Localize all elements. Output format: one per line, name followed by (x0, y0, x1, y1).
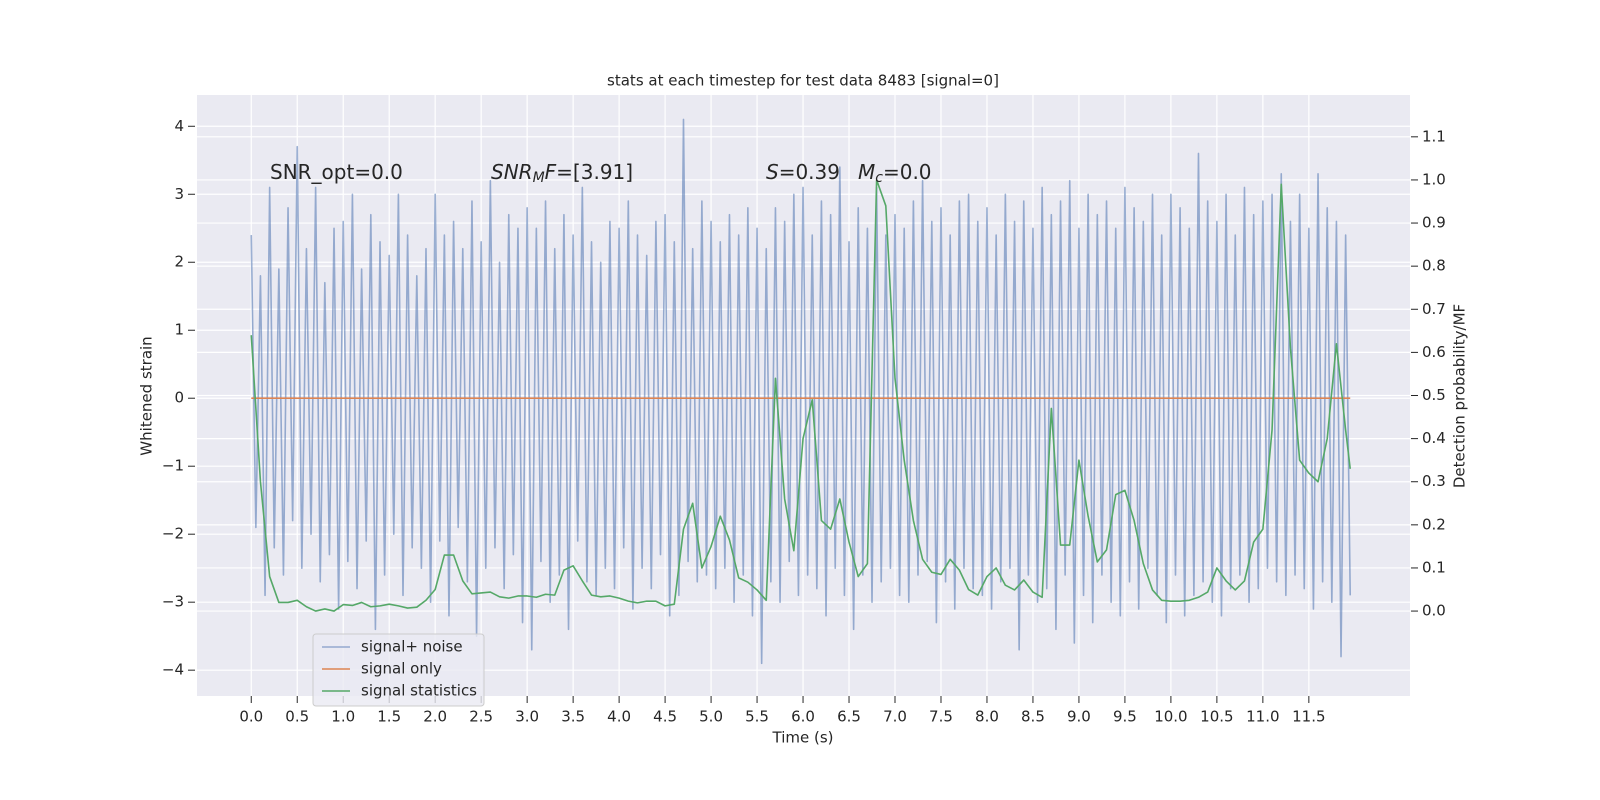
x-tick-label: 9.0 (1067, 708, 1091, 726)
x-axis-label: Time (s) (772, 729, 834, 747)
y2-tick-label: 1.0 (1422, 170, 1446, 188)
y2-tick-label: 0.8 (1422, 257, 1446, 275)
x-tick-label: 0.0 (239, 708, 263, 726)
annotation-part: SNR_opt=0.0 (270, 160, 403, 184)
y2-tick-label: 0.1 (1422, 558, 1446, 576)
x-tick-label: 1.5 (377, 708, 401, 726)
y2-tick-label: 1.1 (1422, 127, 1446, 145)
series-line (250, 179, 1352, 612)
x-tick-label: 8.0 (975, 708, 999, 726)
legend-label: signal statistics (361, 682, 477, 700)
chart-title: stats at each timestep for test data 848… (607, 72, 999, 90)
legend: signal+ noise signal only signal statistic… (312, 633, 485, 707)
x-tick-label: 4.0 (607, 708, 631, 726)
x-tick-label: 7.5 (929, 708, 953, 726)
x-tick-label: 9.5 (1113, 708, 1137, 726)
annotation-part: =0.39 (779, 160, 840, 184)
x-tick-label: 2.5 (469, 708, 493, 726)
series-line (250, 118, 1352, 665)
y2-tick-label: 0.9 (1422, 214, 1446, 232)
y-tick-label: 4 (174, 117, 184, 135)
x-tick-label: 10.0 (1154, 708, 1187, 726)
y2-tick-label: 0.5 (1422, 386, 1446, 404)
annotation: SNRMF=[3.91] (491, 160, 633, 187)
y2-tick-label: 0.4 (1422, 429, 1446, 447)
x-tick-label: 10.5 (1200, 708, 1233, 726)
annotation: S=0.39 (766, 160, 840, 184)
x-tick-label: 0.5 (285, 708, 309, 726)
annotation-part: SNR (491, 160, 533, 184)
annotation-part: S (766, 160, 779, 184)
y-tick-label: −4 (162, 661, 184, 679)
y-tick-label: 3 (174, 185, 184, 203)
x-tick-label: 4.5 (653, 708, 677, 726)
y-tick-label: 2 (174, 253, 184, 271)
legend-label: signal only (361, 660, 442, 678)
y-tick-label: 1 (174, 321, 184, 339)
legend-box (312, 633, 485, 707)
x-tick-label: 3.5 (561, 708, 585, 726)
y2-tick-label: 0.6 (1422, 343, 1446, 361)
y-axis-label: Whitened strain (138, 336, 156, 455)
y-tick-label: −3 (162, 593, 184, 611)
y2-tick-label: 0.7 (1422, 300, 1446, 318)
annotation-part: F (545, 160, 557, 184)
x-tick-label: 5.0 (699, 708, 723, 726)
annotation-part: =[3.91] (556, 160, 633, 184)
annotation-part: c (875, 170, 883, 186)
annotation-part: =0.0 (883, 160, 932, 184)
x-tick-label: 7.0 (883, 708, 907, 726)
annotation-part: M (533, 170, 545, 186)
y2-tick-label: 0.0 (1422, 602, 1446, 620)
x-tick-label: 2.0 (423, 708, 447, 726)
x-tick-label: 5.5 (745, 708, 769, 726)
y2-axis-label: Detection probability/MF (1451, 304, 1469, 488)
y2-tick-label: 0.3 (1422, 472, 1446, 490)
legend-label: signal+ noise (361, 638, 463, 656)
x-tick-label: 6.0 (791, 708, 815, 726)
y-tick-label: −1 (162, 457, 184, 475)
annotation: Mc=0.0 (858, 160, 932, 187)
x-tick-label: 11.0 (1246, 708, 1279, 726)
x-tick-label: 8.5 (1021, 708, 1045, 726)
annotation-part: M (858, 160, 875, 184)
x-tick-label: 1.0 (331, 708, 355, 726)
x-tick-label: 3.0 (515, 708, 539, 726)
y-tick-label: 0 (174, 389, 184, 407)
x-tick-label: 11.5 (1292, 708, 1325, 726)
y-tick-label: −2 (162, 525, 184, 543)
y2-tick-label: 0.2 (1422, 515, 1446, 533)
annotation: SNR_opt=0.0 (270, 160, 403, 184)
x-tick-label: 6.5 (837, 708, 861, 726)
